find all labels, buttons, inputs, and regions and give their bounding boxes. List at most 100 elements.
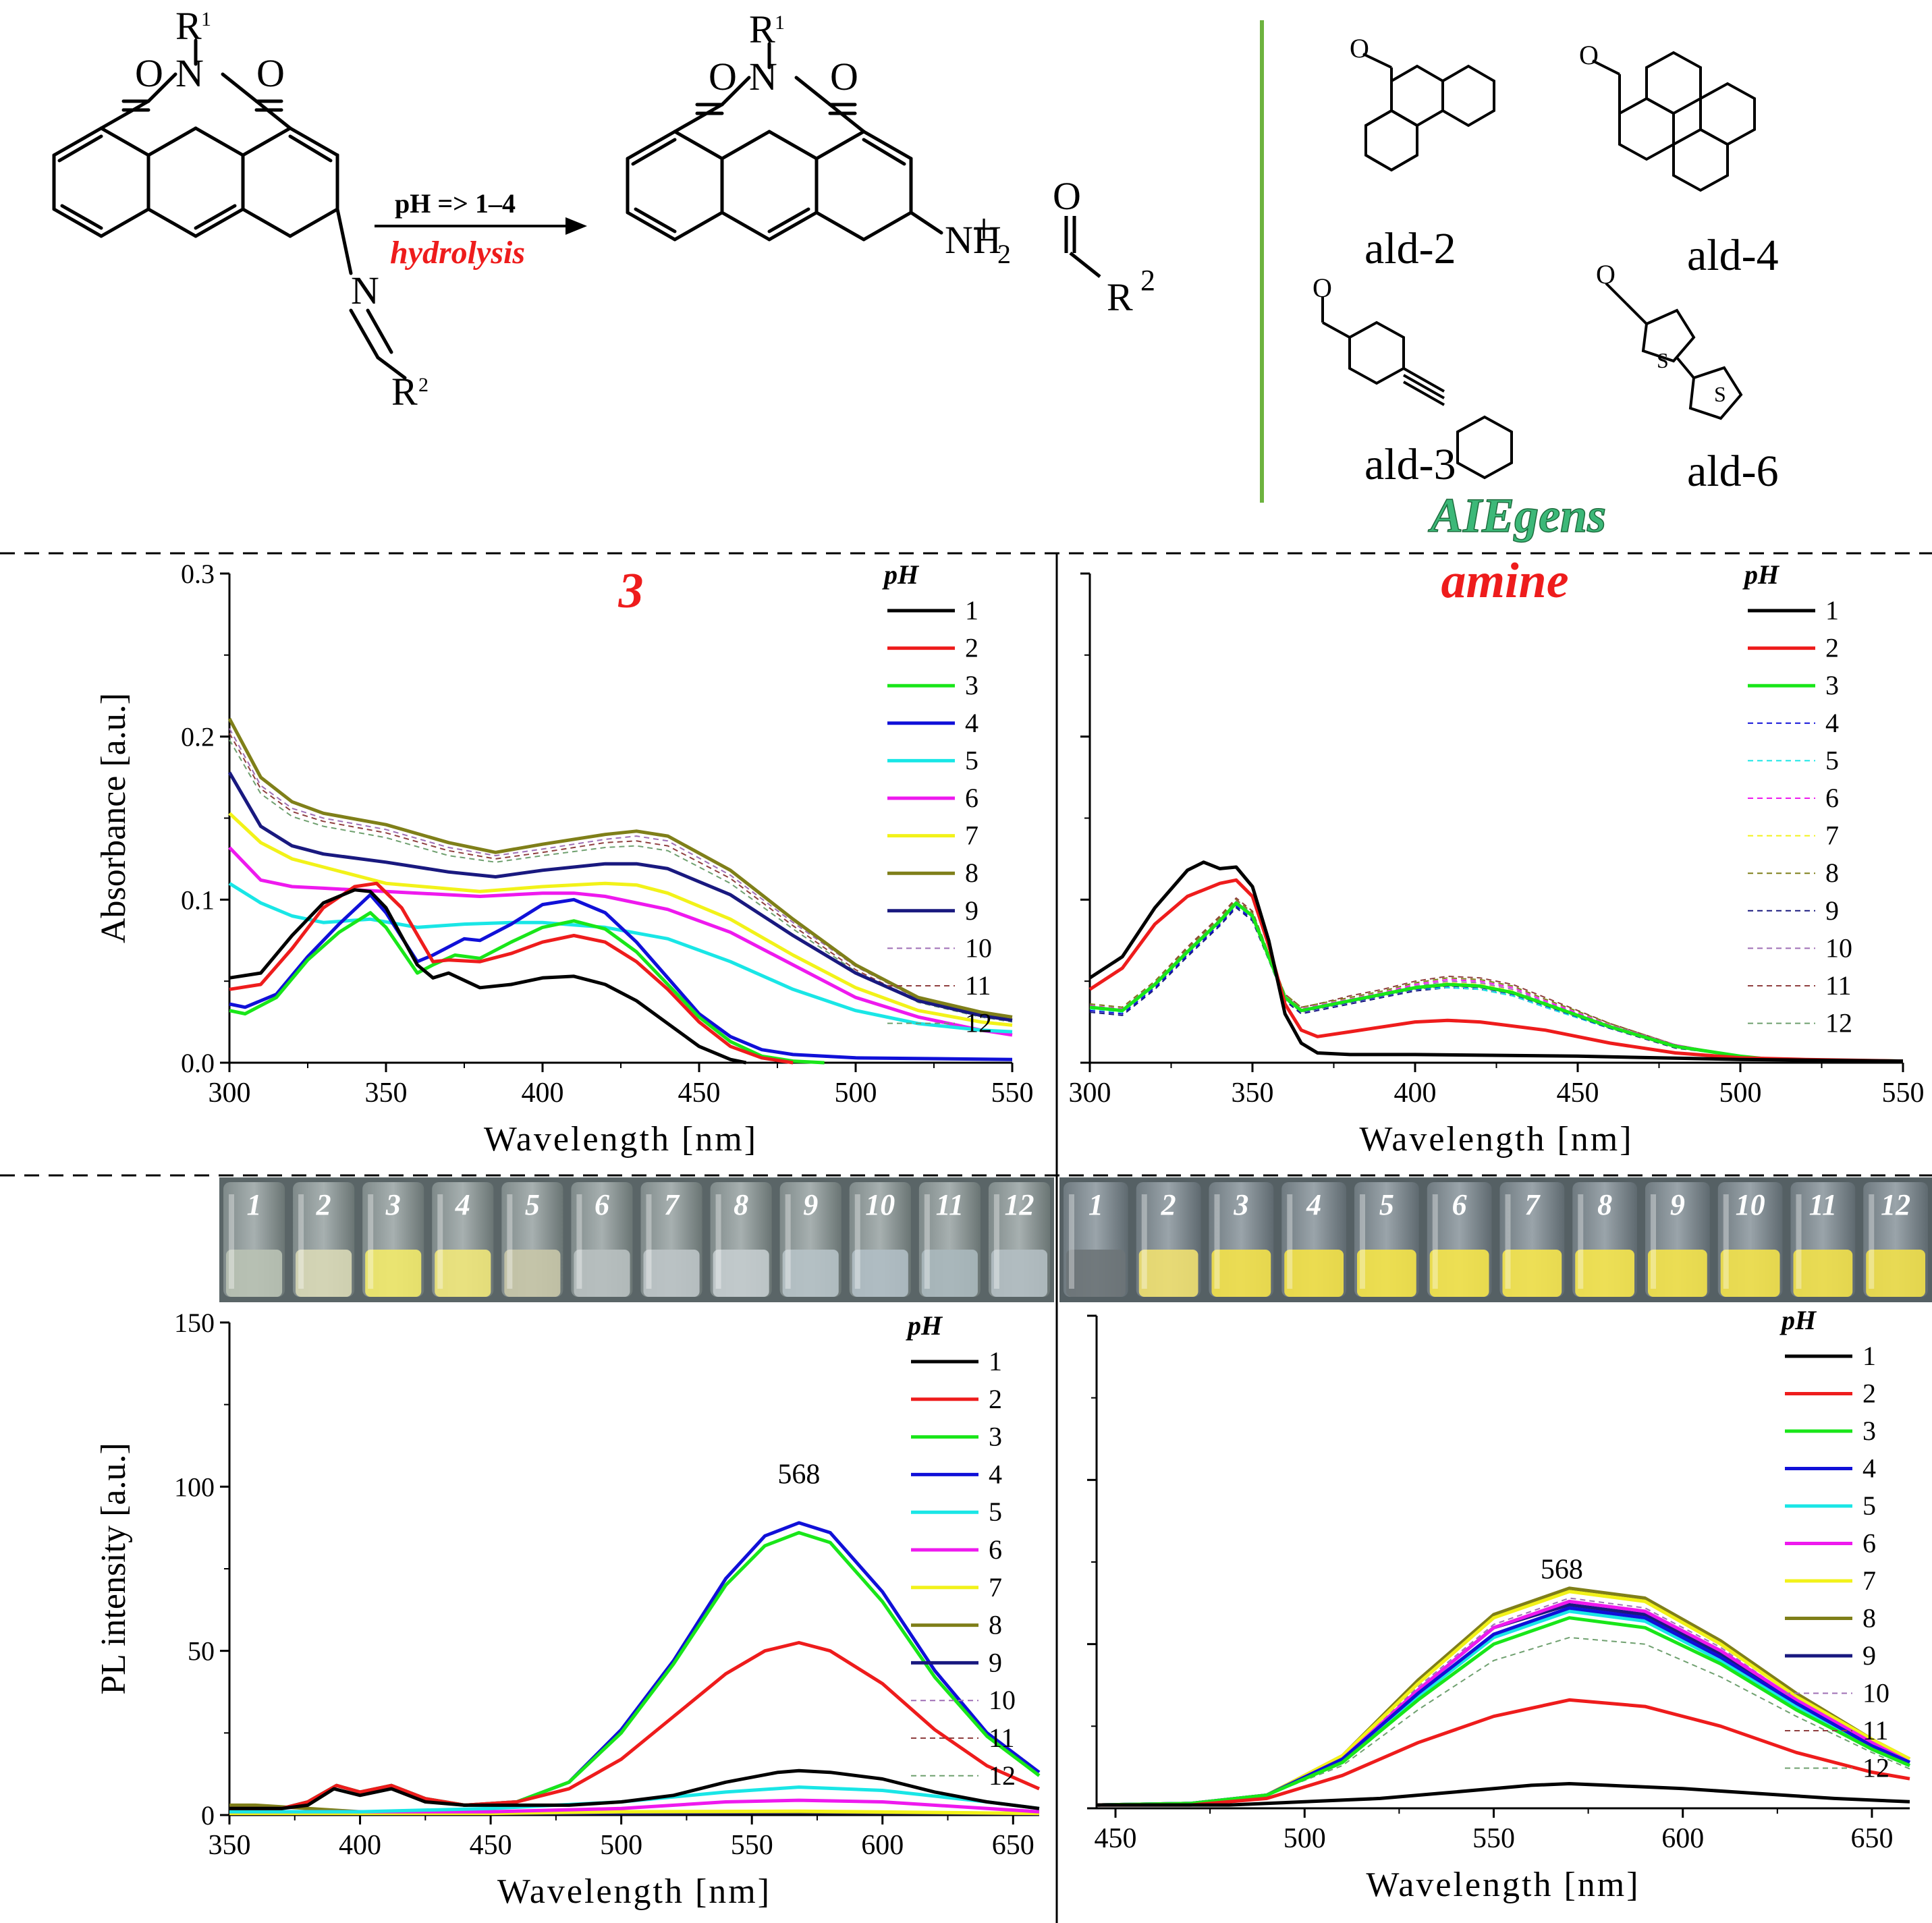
x-tick-label: 350 [1232,1078,1274,1109]
pl-chart-3: 350 400 450 500 550 600 650 0 50 100 150 Wavelength… [94,1308,1041,1911]
ald-4-structure [1592,51,1756,192]
legend-label-pH-8: 8 [1862,1603,1876,1634]
ald-6-s1: S [1657,348,1669,372]
vial-12: 12 [988,1182,1050,1297]
vial-6: 6 [571,1182,633,1297]
vial-label: 1 [1088,1188,1103,1221]
ald-2-structure [1362,53,1495,172]
vial-label: 7 [1524,1188,1541,1221]
x-tick-label: 650 [1850,1823,1893,1854]
x-tick-label: 450 [678,1078,721,1109]
legend-label-pH-6: 6 [965,783,978,813]
legend-label-pH-5: 5 [1862,1490,1876,1521]
x-tick-label: 350 [365,1078,408,1109]
y-tick-label: 0.3 [181,559,215,589]
x-tick-label: 300 [209,1078,251,1109]
legend-label-pH-8: 8 [965,858,978,888]
vial-label: 11 [1809,1188,1838,1221]
legend-title: pH [1779,1305,1817,1335]
x-tick-label: 450 [1557,1078,1599,1109]
y-axis-label: PL intensity [a.u.] [94,1443,133,1695]
vial-label: 10 [1736,1188,1765,1221]
peak-label: 568 [1541,1554,1583,1585]
vial-label: 1 [247,1188,262,1221]
x-axis-label: Wavelength [nm] [1366,1866,1640,1904]
reaction-scheme [52,38,407,380]
y-tick-label: 0.0 [181,1048,215,1078]
legend-label-pH-1: 1 [1862,1341,1876,1371]
legend-label-pH-5: 5 [989,1497,1002,1527]
reactant-imine-n: N [351,269,379,312]
legend-label-pH-12: 12 [1862,1753,1889,1783]
legend-label-pH-5: 5 [965,745,978,775]
x-tick-label: 350 [209,1830,251,1861]
legend-label-pH-2: 2 [965,633,978,663]
vial-label: 3 [1233,1188,1248,1221]
legend-label-pH-8: 8 [1825,858,1839,888]
x-tick-label: 500 [1719,1078,1762,1109]
legend-label-pH-6: 6 [1862,1528,1876,1559]
y-tick-label: 50 [188,1636,215,1667]
legend-label-pH-7: 7 [989,1572,1002,1602]
vial-1: 1 [223,1182,285,1297]
legend-label-pH-11: 11 [1825,970,1852,1001]
product-r1-sup: 1 [775,11,785,34]
vial-12: 12 [1863,1182,1928,1297]
chart-title: 3 [618,563,644,619]
series-line-pH-1 [229,888,747,1065]
vial-label: 10 [865,1188,895,1221]
ald-4-label: ald-4 [1687,231,1779,280]
legend-label-pH-3: 3 [1862,1416,1876,1446]
x-tick-label: 550 [1472,1823,1515,1854]
reactant-r2-sup: 2 [418,374,429,396]
legend-label-pH-12: 12 [965,1008,992,1038]
series-line-pH-6 [228,846,1013,1037]
vial-2: 2 [1136,1182,1201,1297]
series-line-pH-1 [1097,1782,1910,1807]
legend-title: pH [882,559,920,590]
series-line-pH-8 [1089,899,1904,1062]
vial-5: 5 [1354,1182,1419,1297]
x-tick-label: 550 [1882,1078,1925,1109]
legend-label-pH-4: 4 [1825,708,1839,738]
plus-sign: + [972,204,996,252]
series-line-pH-1 [1088,860,1904,1063]
legend-label-pH-4: 4 [1862,1453,1876,1484]
legend-label-pH-4: 4 [989,1459,1002,1489]
vial-label: 8 [1597,1188,1612,1221]
vial-3: 3 [1209,1182,1274,1297]
arrow-condition: pH => 1–4 [395,188,516,219]
series-line-pH-5 [229,1785,1040,1814]
reactant-r1-sup: 1 [201,8,211,30]
vial-10: 10 [849,1182,911,1297]
aldehyde-o: O [1053,174,1081,218]
legend-label-pH-10: 10 [1825,932,1852,963]
x-tick-label: 500 [600,1830,642,1861]
legend-label-pH-11: 11 [989,1723,1015,1753]
x-tick-label: 600 [1661,1823,1704,1854]
vial-label: 5 [525,1188,540,1221]
vial-9: 9 [1645,1182,1710,1297]
ald-6-structure [1605,282,1743,420]
vial-label: 11 [936,1188,964,1221]
legend-label-pH-10: 10 [1862,1678,1889,1708]
x-tick-label: 650 [992,1830,1034,1861]
ald-2-label: ald-2 [1364,224,1456,273]
absorbance-chart-3: 300 350 400 450 500 550 0.0 0.1 0.2 0.3 Wavelength… [94,559,1034,1159]
y-tick-label: 150 [174,1308,215,1338]
series-line-pH-2 [1097,1698,1910,1807]
aiegen-structures [1321,51,1756,480]
ald-6-o: O [1596,259,1616,289]
product-nh2-sub: 2 [997,239,1011,269]
x-tick-label: 600 [861,1830,904,1861]
x-tick-label: 400 [1394,1078,1437,1109]
vial-6: 6 [1427,1182,1492,1297]
vial-label: 5 [1379,1188,1394,1221]
product-r1: R [749,7,775,51]
legend-label-pH-1: 1 [1825,595,1839,625]
x-tick-label: 500 [835,1078,877,1109]
vial-11: 11 [918,1182,981,1297]
vial-11: 11 [1790,1182,1856,1297]
y-tick-label: 0 [201,1800,215,1831]
